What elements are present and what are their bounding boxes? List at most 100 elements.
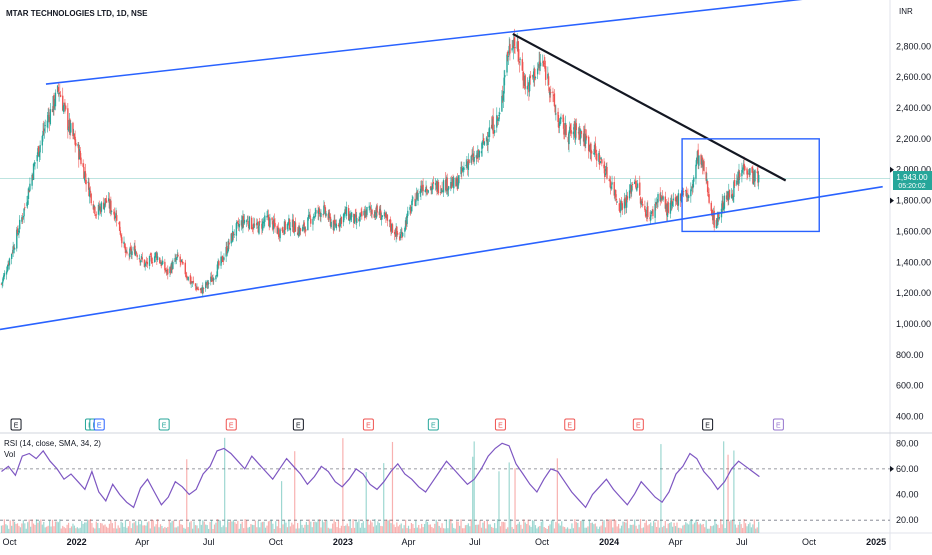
candle [104,198,106,209]
candle-body [2,275,5,280]
volume-bar [753,519,755,533]
volume-bar [466,524,468,533]
volume-bar [0,525,3,533]
candle [481,141,483,157]
candle-body [207,281,209,285]
candle [477,149,480,163]
volume-bar [485,528,487,533]
candle [619,202,621,214]
candle [666,201,669,222]
volume-bar [294,451,296,533]
candle [118,222,120,225]
volume-bar [126,527,128,533]
candle-body [634,181,637,182]
candle-body [559,119,561,125]
candle-body [63,104,65,106]
volume-bar [434,523,436,533]
volume-bar [635,525,637,533]
candle-body [457,182,459,189]
trend-line-descending-trend [512,32,787,182]
candle [79,146,81,161]
candle-body [442,190,444,192]
candle [98,200,100,212]
candle-body [251,227,254,229]
candle-body [574,124,577,140]
volume-bar [238,528,240,533]
candle-body [144,263,146,267]
candle [138,254,141,260]
volume-bar [170,522,172,533]
candle-body [665,204,667,209]
candle [228,239,230,250]
candle-body [425,186,427,192]
volume-bar [34,524,36,533]
candle [623,192,626,215]
candle-body [431,188,433,191]
volume-bar [405,519,407,533]
volume-bar [353,527,356,533]
candle [375,204,378,220]
candle [16,226,18,252]
volume-bar [200,524,202,533]
candle-body [598,152,600,162]
volume-bar [130,528,132,533]
volume-bar [213,524,216,533]
rsi-title: RSI (14, close, SMA, 34, 2) [4,439,101,448]
candle-body [537,65,540,67]
volume-bar [57,522,59,533]
candle-body [237,223,240,227]
candle [713,205,715,231]
candle-body [650,212,653,215]
candle-body [182,262,184,264]
volume-bar [202,520,204,533]
candle-body [569,124,572,131]
candle-body [59,94,62,97]
candle-body [161,260,164,265]
volume-bar [91,523,93,533]
candle [625,189,628,213]
candle-body [725,195,728,200]
candle-body [46,120,49,128]
candle [742,159,745,175]
candle [51,106,54,113]
candle-body [470,155,472,163]
price-tick-label: 800.00 [896,350,924,360]
candle [277,222,280,240]
candle [72,121,74,140]
candle-body [90,193,92,204]
volume-bar [685,522,687,533]
candle-body [231,233,233,241]
candle-body [74,136,76,145]
volume-bar [558,523,560,533]
candle-body [524,75,526,89]
candle [366,206,368,218]
candle-body [48,115,50,117]
candle-body [396,226,398,234]
candle [370,204,373,218]
candle-body [320,212,322,217]
candle [647,200,649,222]
candle [615,189,617,202]
candle-body [590,143,592,154]
candle-body [671,202,674,207]
candle [312,213,315,220]
candle [54,89,57,111]
volume-bar [638,524,640,533]
volume-bar [677,527,680,533]
volume-bar [473,441,475,533]
candle [613,176,615,199]
volume-bar [727,454,729,533]
volume-bar [88,519,90,533]
candle-body [339,217,342,222]
earnings-marker: E [632,418,644,431]
volume-bar [193,521,195,533]
candle [641,197,644,208]
price-tick-label: 2,000.00 [896,165,931,175]
candle-body [532,75,534,78]
candle [268,217,270,231]
candle [251,224,254,233]
candle-body [206,280,208,286]
candle [94,213,97,219]
candle [358,212,361,227]
volume-bar [305,521,307,533]
